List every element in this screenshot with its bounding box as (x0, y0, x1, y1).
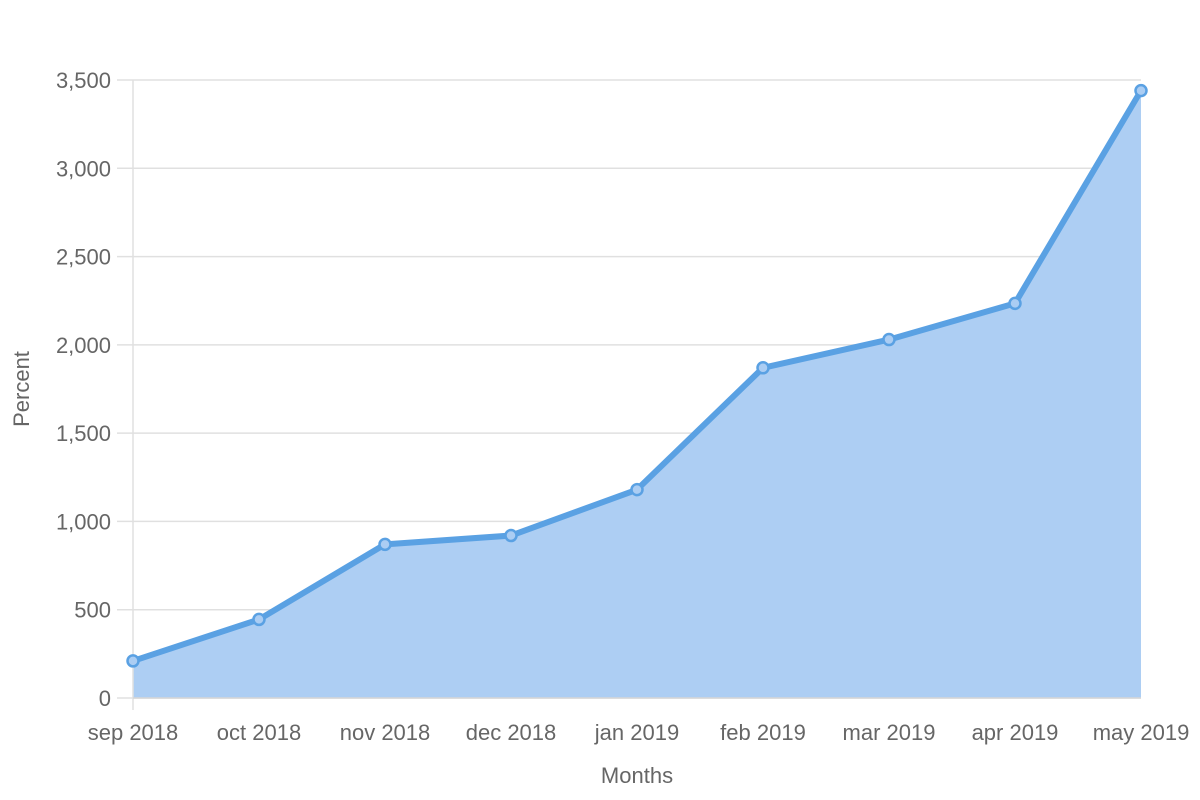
x-tick-label: may 2019 (1093, 720, 1190, 745)
axes (132, 80, 1141, 710)
y-axis-title: Percent (9, 351, 34, 427)
y-tick-label: 3,500 (56, 68, 111, 93)
data-point (126, 654, 140, 668)
x-tick-label: oct 2018 (217, 720, 301, 745)
y-tick-label: 3,000 (56, 156, 111, 181)
data-point (882, 332, 896, 347)
y-tick-label: 2,500 (56, 245, 111, 270)
x-tick-label: sep 2018 (88, 720, 179, 745)
data-point (630, 482, 644, 497)
x-tick-label: nov 2018 (340, 720, 431, 745)
x-tick-labels: sep 2018 oct 2018 nov 2018 dec 2018 jan 2019… (88, 720, 1190, 745)
data-point (1008, 296, 1022, 311)
data-points (126, 83, 1148, 668)
x-tick-label: jan 2019 (594, 720, 679, 745)
y-tick-label: 1,000 (56, 509, 111, 534)
data-point (252, 612, 266, 627)
x-tick-label: feb 2019 (720, 720, 806, 745)
data-point (756, 361, 770, 375)
x-tick-label: mar 2019 (843, 720, 936, 745)
y-tick-label: 2,000 (56, 333, 111, 358)
data-point (1134, 83, 1148, 98)
data-point (504, 528, 518, 543)
x-axis-title: Months (601, 763, 673, 788)
area-layer (130, 87, 1144, 698)
y-tick-labels: 0 500 1,000 1,500 2,000 2,500 3,000 3,500 (56, 68, 111, 711)
data-point (378, 537, 392, 552)
x-tick-label: dec 2018 (466, 720, 557, 745)
y-tick-label: 1,500 (56, 421, 111, 446)
x-tick-label: apr 2019 (972, 720, 1059, 745)
y-tick-label: 500 (74, 598, 111, 623)
y-tick-label: 0 (99, 686, 111, 711)
